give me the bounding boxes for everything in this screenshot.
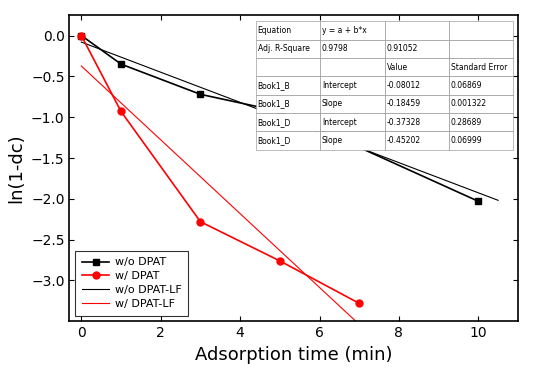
Legend: w/o DPAT, w/ DPAT, w/o DPAT-LF, w/ DPAT-LF: w/o DPAT, w/ DPAT, w/o DPAT-LF, w/ DPAT-… <box>75 251 189 316</box>
X-axis label: Adsorption time (min): Adsorption time (min) <box>195 346 392 364</box>
Y-axis label: ln(1-dc): ln(1-dc) <box>7 133 26 203</box>
